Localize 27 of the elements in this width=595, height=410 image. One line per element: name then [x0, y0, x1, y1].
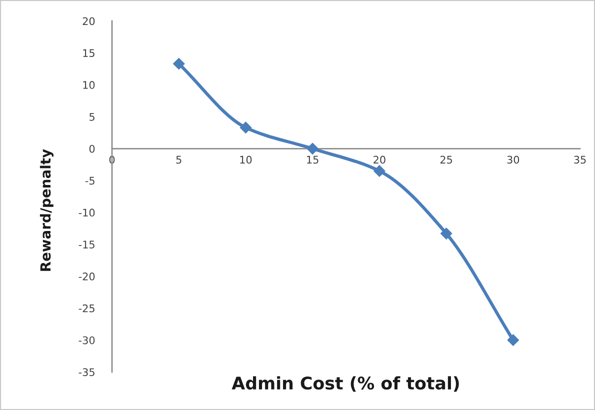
y-tick-label: -25	[78, 304, 94, 312]
y-tick-label: -30	[78, 336, 95, 344]
x-tick-label: 35	[574, 156, 586, 164]
y-tick-label: -20	[78, 272, 95, 280]
point	[373, 164, 386, 178]
y-tick-label: -15	[78, 240, 94, 248]
y-tick-label: 20	[82, 17, 95, 26]
y-tick-label: -5	[85, 176, 94, 185]
y-tick-label: -10	[78, 208, 95, 217]
x-tick-label: 30	[507, 156, 520, 164]
x-tick-label: 10	[240, 156, 252, 164]
y-tick-label: 5	[90, 113, 94, 121]
x-tick-label: 5	[176, 156, 182, 164]
x-tick-label: 25	[440, 156, 452, 164]
x-tick-label: 15	[307, 156, 318, 164]
y-tick-label: 15	[83, 49, 94, 58]
point	[172, 58, 185, 70]
point	[507, 334, 520, 346]
y-axis-title: Reward/penalty	[40, 149, 54, 271]
y-tick-label: -35	[78, 368, 94, 376]
y-tick-label: 10	[83, 81, 95, 89]
y-tick-label: 0	[89, 144, 95, 153]
point	[240, 122, 252, 134]
point	[306, 142, 319, 155]
x-axis-title: Admin Cost (% of total)	[232, 376, 459, 392]
x-tick-label: 20	[374, 156, 386, 164]
point	[440, 227, 452, 240]
